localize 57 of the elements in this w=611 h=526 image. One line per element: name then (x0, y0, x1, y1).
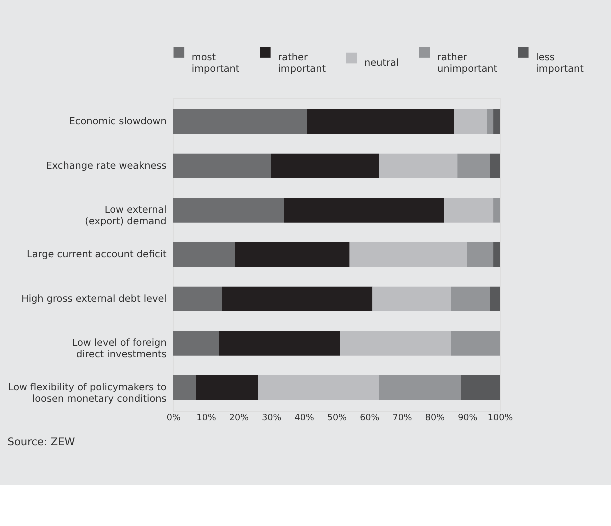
bar (379, 375, 461, 400)
x-tick-label: 20% (229, 413, 249, 424)
bar (494, 198, 500, 223)
bar (490, 286, 500, 312)
bar (454, 110, 488, 134)
bar (460, 375, 500, 400)
x-tick-label: 0% (166, 413, 181, 424)
x-tick-label: 70% (392, 413, 412, 424)
y-tick-label: Low flexibility of policymakers to loosen monetary conditions (8, 382, 167, 405)
bar (458, 154, 490, 178)
y-tick-label: Economic slowdown (69, 116, 167, 128)
x-tick-label: 60% (360, 413, 380, 424)
y-tick-label: High gross external debt level (22, 294, 167, 305)
legend-label: rather important (278, 52, 326, 75)
y-tick-label: Low level of foreign direct investments (72, 338, 167, 361)
bar (222, 286, 373, 312)
bar (379, 154, 458, 178)
legend-label: most important (192, 52, 240, 75)
bar (494, 110, 500, 134)
bar (173, 331, 220, 356)
bar (487, 110, 494, 134)
bar (258, 375, 380, 400)
bar (173, 198, 284, 223)
bar (444, 198, 494, 223)
bar (236, 242, 350, 268)
bar (490, 154, 500, 178)
bar (219, 331, 340, 356)
legend-label: less important (536, 52, 584, 75)
bar (451, 331, 500, 356)
bar (350, 242, 468, 268)
x-tick-label: 100% (488, 413, 514, 424)
bar (271, 154, 380, 178)
bar (451, 286, 490, 312)
source-note: Source: ZEW (8, 436, 76, 448)
bar (284, 198, 445, 223)
bar (173, 375, 196, 400)
x-tick-label: 50% (327, 413, 347, 424)
bar (494, 242, 500, 268)
legend-label: neutral (364, 58, 400, 70)
x-tick-label: 80% (425, 413, 445, 424)
bar (196, 375, 258, 400)
bar (372, 286, 452, 312)
x-tick-label: 10% (196, 413, 216, 424)
x-tick-label: 40% (294, 413, 314, 424)
legend-label: rather unimportant (438, 52, 498, 75)
bar (467, 242, 494, 268)
bar (173, 154, 272, 178)
bar (173, 110, 308, 134)
bar (307, 110, 454, 134)
bar (340, 331, 452, 356)
y-tick-label: Exchange rate weakness (46, 160, 167, 172)
x-tick-label: 90% (458, 413, 478, 424)
y-tick-label: Low external (export) demand (85, 205, 167, 228)
bar (173, 242, 236, 268)
y-tick-label: Large current account deficit (26, 249, 168, 260)
x-tick-label: 30% (262, 413, 282, 424)
bar (173, 286, 222, 312)
